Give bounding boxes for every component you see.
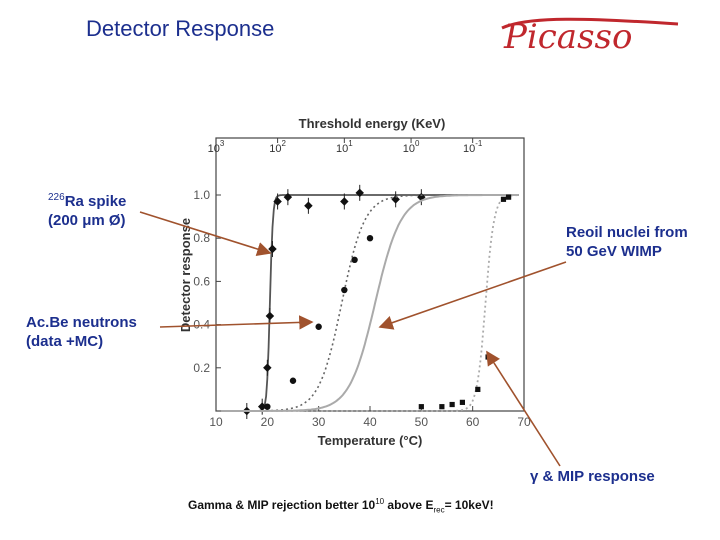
x-tick-label: 70 (517, 415, 531, 429)
series-4-point (449, 401, 455, 408)
recoil-label: Reoil nuclei from (566, 224, 688, 241)
series-2-point (366, 235, 374, 242)
x-axis-label: Temperature (°C) (318, 433, 423, 448)
series-2-point (341, 286, 348, 294)
gamma-mip-annotation: γ & MIP response (530, 467, 655, 486)
series-1-point (304, 201, 313, 211)
series-4-point (418, 404, 424, 410)
svg-text:Picasso: Picasso (503, 17, 632, 57)
series-1-point (340, 197, 349, 206)
top-axis-label: Threshold energy (KeV) (299, 116, 446, 131)
gamma-mip-label: & MIP response (538, 468, 655, 485)
rejection-footnote: Gamma & MIP rejection better 1010 above … (188, 497, 494, 514)
recoil-arrow (378, 261, 567, 330)
series-1-point (391, 195, 400, 204)
footnote-mid: above E (384, 498, 434, 512)
ra-spike-label: Ra spike (64, 193, 127, 210)
y-axis-label: Detector response (178, 218, 193, 332)
y-tick-label: 0.6 (193, 274, 210, 288)
gamma-symbol: γ (530, 468, 539, 485)
series-2-point (351, 256, 358, 263)
plot-frame (215, 137, 525, 412)
top-tick-label: 100 (403, 139, 420, 155)
acbe-arrow (159, 315, 314, 330)
series-4-point (506, 194, 512, 200)
acbe-annotation: Ac.Be neutrons (data +MC) (26, 313, 137, 351)
acbe-sublabel: (data +MC) (26, 333, 104, 350)
acbe-label: Ac.Be neutrons (26, 314, 137, 331)
series-1-point (265, 311, 275, 321)
x-tick-label: 20 (261, 415, 275, 429)
y-tick-label: 1.0 (193, 188, 210, 202)
recoil-annotation: Reoil nuclei from 50 GeV WIMP (566, 223, 688, 261)
x-tick-label: 10 (209, 415, 223, 429)
series-4-point (475, 386, 481, 392)
series-1-point (355, 188, 364, 198)
series-2-line (221, 194, 519, 412)
top-tick-label: 101 (336, 139, 353, 155)
footnote-main: Gamma & MIP rejection better 10 (188, 498, 376, 512)
gamma-mip-arrow (486, 350, 561, 467)
y-tick-label: 0.4 (193, 318, 210, 332)
y-tick-label: 0.8 (193, 231, 210, 245)
top-tick-label: 10-1 (463, 139, 483, 155)
x-tick-label: 40 (363, 415, 377, 429)
series-4-point (459, 399, 465, 405)
series-1-point (283, 192, 293, 202)
series-4-line (221, 194, 519, 412)
series-1-point (257, 402, 267, 411)
series-2-point (315, 323, 322, 330)
footnote-tail: = 10keV! (444, 498, 494, 512)
top-tick-label: 102 (269, 139, 286, 155)
ra-isotope-number: 226 (48, 192, 65, 203)
footnote-subscript: rec (433, 505, 445, 515)
series-1-point (263, 363, 272, 373)
series-3-line (221, 194, 519, 412)
ra-spike-size: (200 μm Ø) (48, 212, 126, 229)
x-tick-label: 30 (312, 415, 326, 429)
series-1-point (268, 244, 277, 254)
picasso-logo: Picasso (501, 17, 679, 57)
series-1-line (221, 194, 519, 412)
top-tick-label: 103 (208, 139, 225, 155)
series-4-point (439, 404, 445, 410)
series-2-point (264, 403, 271, 410)
ra-spike-arrow (139, 211, 272, 257)
footnote-exponent: 10 (375, 497, 385, 506)
x-tick-label: 60 (466, 415, 480, 429)
series-2-point (289, 377, 297, 384)
ra-spike-annotation: 226Ra spike (200 μm Ø) (48, 188, 126, 230)
slide-title: Detector Response (86, 16, 275, 41)
y-tick-label: 0.2 (193, 361, 210, 375)
x-tick-label: 50 (415, 415, 429, 429)
recoil-sublabel: 50 GeV WIMP (566, 243, 662, 260)
series-1-point (273, 197, 282, 206)
series-4-point (500, 196, 507, 202)
